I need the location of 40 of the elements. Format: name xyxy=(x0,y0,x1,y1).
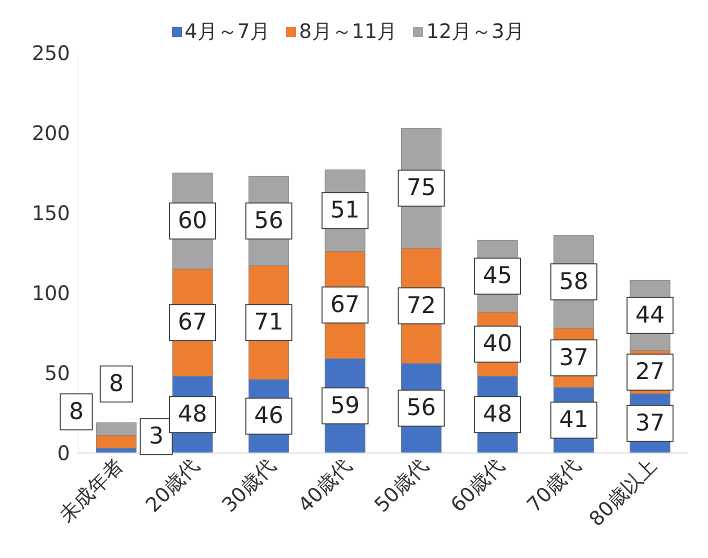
y-tick-label: 50 xyxy=(44,361,70,386)
x-tick-label: 30歳代 xyxy=(216,454,280,517)
data-label: 37 xyxy=(635,410,665,436)
data-label: 8 xyxy=(68,398,84,425)
y-tick-label: 150 xyxy=(32,201,70,226)
x-tick-label: 70歳代 xyxy=(522,454,586,517)
x-tick-label: 40歳代 xyxy=(293,454,356,517)
x-tick-label: 80歳以上 xyxy=(584,454,662,531)
data-label: 45 xyxy=(482,263,512,290)
data-label: 37 xyxy=(559,344,588,371)
data-label: 56 xyxy=(406,395,436,422)
legend-label: 12月～3月 xyxy=(425,18,524,45)
data-label: 40 xyxy=(482,331,512,358)
y-tick-label: 200 xyxy=(32,121,70,146)
y-tick-label: 250 xyxy=(32,41,70,66)
x-tick-label: 60歳代 xyxy=(446,454,509,517)
data-label: 51 xyxy=(330,198,360,224)
y-tick-label: 0 xyxy=(57,441,70,466)
data-label: 48 xyxy=(482,402,512,428)
data-label: 71 xyxy=(254,310,284,336)
data-label: 67 xyxy=(178,310,208,336)
data-label: 48 xyxy=(178,402,208,428)
data-label: 46 xyxy=(254,403,284,430)
x-tick-label: 50歳代 xyxy=(369,454,433,517)
data-label: 41 xyxy=(559,407,588,434)
data-label: 59 xyxy=(330,392,360,419)
data-label: 67 xyxy=(330,292,360,318)
data-label: 27 xyxy=(635,359,665,386)
data-label: 58 xyxy=(559,268,588,295)
x-tick-label: 20歳代 xyxy=(140,454,204,517)
data-label: 72 xyxy=(406,292,436,319)
data-label: 56 xyxy=(254,208,284,234)
legend-label: 8月～11月 xyxy=(298,18,398,45)
data-label: 44 xyxy=(635,302,665,328)
data-label: 60 xyxy=(178,208,208,234)
y-tick-label: 100 xyxy=(32,281,70,306)
data-label: 3 xyxy=(148,424,164,450)
data-label: 75 xyxy=(406,175,436,202)
data-label: 8 xyxy=(108,371,124,397)
legend-label: 4月～7月 xyxy=(184,18,270,45)
